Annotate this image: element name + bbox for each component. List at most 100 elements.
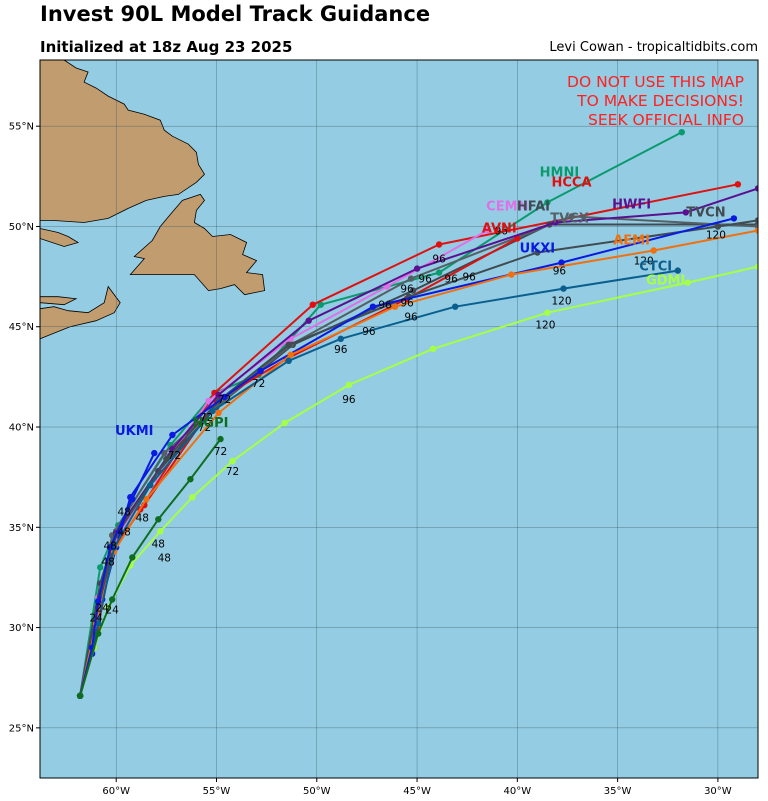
track-point-tvcn	[163, 455, 170, 463]
track-point-ngpi	[217, 435, 224, 443]
track-point-ngpi	[187, 476, 194, 483]
track-tvcn	[79, 219, 758, 697]
track-point-ctci	[674, 267, 681, 274]
land-labrador	[40, 60, 206, 223]
warning-line: SEEK OFFICIAL INFO	[588, 111, 744, 129]
track-point-ukxi	[369, 303, 377, 310]
track-point-cemn	[484, 227, 491, 234]
track-point-aemi	[754, 227, 758, 234]
forecast-hour-label: 96	[463, 272, 477, 284]
track-point-hwfi	[682, 209, 689, 216]
forecast-hour-label: 72	[252, 378, 265, 390]
track-point-tvcn	[714, 223, 722, 230]
track-point-hmni	[97, 564, 104, 571]
lon-tick-label: 55°W	[203, 786, 231, 797]
forecast-hour-label: 48	[152, 538, 165, 550]
lat-tick-label: 50°N	[9, 222, 34, 233]
track-point-aemi	[143, 496, 150, 503]
model-label-tvcn: TVCN	[686, 205, 725, 220]
forecast-hour-label: 24	[106, 605, 120, 617]
track-point-aemi	[508, 271, 515, 278]
model-tracks	[76, 129, 758, 699]
track-point-ukmi	[129, 496, 136, 503]
forecast-hour-label: 96	[553, 266, 567, 278]
track-point-aemi	[391, 303, 399, 310]
forecast-hour-label: 96	[432, 254, 446, 266]
track-point-ngpi	[76, 692, 84, 699]
forecast-hour-label: 96	[418, 274, 432, 286]
track-point-hfai	[409, 287, 417, 294]
model-label-ukmi: UKMI	[115, 424, 153, 439]
track-point-aemi	[650, 247, 657, 254]
model-label-hmni: HMNI	[540, 165, 580, 180]
lat-tick-label: 35°N	[9, 523, 34, 534]
track-point-ukxi	[169, 431, 176, 439]
track-point-gdmi	[544, 309, 551, 316]
forecast-hour-label: 72	[200, 412, 213, 424]
lat-tick-label: 55°N	[9, 122, 34, 133]
model-label-hfai: HFAI	[517, 199, 550, 214]
track-point-hcca	[435, 241, 443, 248]
track-point-ukxi	[221, 393, 228, 401]
track-point-hwfi	[305, 317, 312, 324]
model-label-cemn: CEMN	[486, 199, 528, 214]
forecast-hour-label: 96	[378, 300, 392, 312]
track-point-hmni	[317, 301, 324, 308]
track-ctci	[79, 269, 678, 697]
warning-line: DO NOT USE THIS MAP	[567, 73, 744, 91]
track-point-gdmi	[754, 263, 758, 270]
forecast-hour-label: 72	[226, 466, 239, 478]
forecast-hour-label: 72	[214, 446, 227, 458]
track-point-ukmi	[107, 544, 114, 551]
track-point-hwfi	[754, 185, 758, 192]
graticule	[40, 60, 758, 778]
track-point-ctci	[209, 407, 216, 415]
track-point-gdmi	[345, 381, 353, 389]
model-label-ngpi: NGPI	[193, 416, 229, 431]
track-point-hwfi	[552, 219, 559, 226]
model-label-hcca: HCCA	[551, 175, 591, 190]
track-point-tvcx	[161, 449, 168, 457]
forecast-hour-label: 48	[118, 526, 131, 538]
track-point-ctci	[95, 620, 102, 627]
forecast-hour-label: 48	[158, 552, 171, 564]
track-point-aemi	[287, 351, 294, 358]
track-point-gdmi	[189, 494, 196, 501]
forecast-hour-label: 96	[495, 226, 509, 238]
track-point-aemi	[215, 409, 222, 417]
track-point-cemn	[205, 397, 212, 405]
forecast-hour-label: 96	[362, 326, 376, 338]
track-point-gdmi	[684, 279, 691, 286]
lon-tick-label: 60°W	[102, 786, 130, 797]
track-point-tvcn	[754, 217, 758, 224]
track-point-ngpi	[129, 554, 136, 561]
map-frame	[39, 59, 759, 779]
lat-tick-label: 40°N	[9, 423, 34, 434]
track-point-ukxi	[558, 259, 565, 266]
track-point-gdmi	[281, 419, 288, 427]
forecast-hour-label: 96	[334, 344, 348, 356]
track-point-ngpi	[109, 596, 116, 603]
axis-labels: 60°W 55°W 50°W 45°W 40°W 35°W 30°W 25°N 30°N 35°N…	[9, 122, 732, 797]
land-pei	[40, 296, 78, 306]
forecast-hour-label: 120	[551, 296, 571, 308]
model-label-aemi: AEMI	[613, 234, 650, 249]
forecast-hour-label: 72	[198, 422, 211, 434]
track-point-hcca	[309, 301, 316, 308]
lon-tick-label: 35°W	[604, 786, 632, 797]
model-label-gdmi: GDMI	[646, 274, 685, 289]
track-point-ctci	[337, 335, 344, 342]
lat-tick-label: 30°N	[9, 623, 34, 634]
track-point-gdmi	[229, 457, 236, 465]
lon-tick-label: 40°W	[504, 786, 532, 797]
track-point-ctci	[285, 357, 292, 364]
land-layer	[40, 60, 266, 340]
forecast-hour-label: 120	[634, 256, 654, 268]
track-point-ukxi	[730, 215, 738, 222]
track-point-hmni	[678, 129, 685, 136]
forecast-hour-label: 120	[535, 320, 555, 332]
track-point-tvcn	[285, 341, 292, 348]
